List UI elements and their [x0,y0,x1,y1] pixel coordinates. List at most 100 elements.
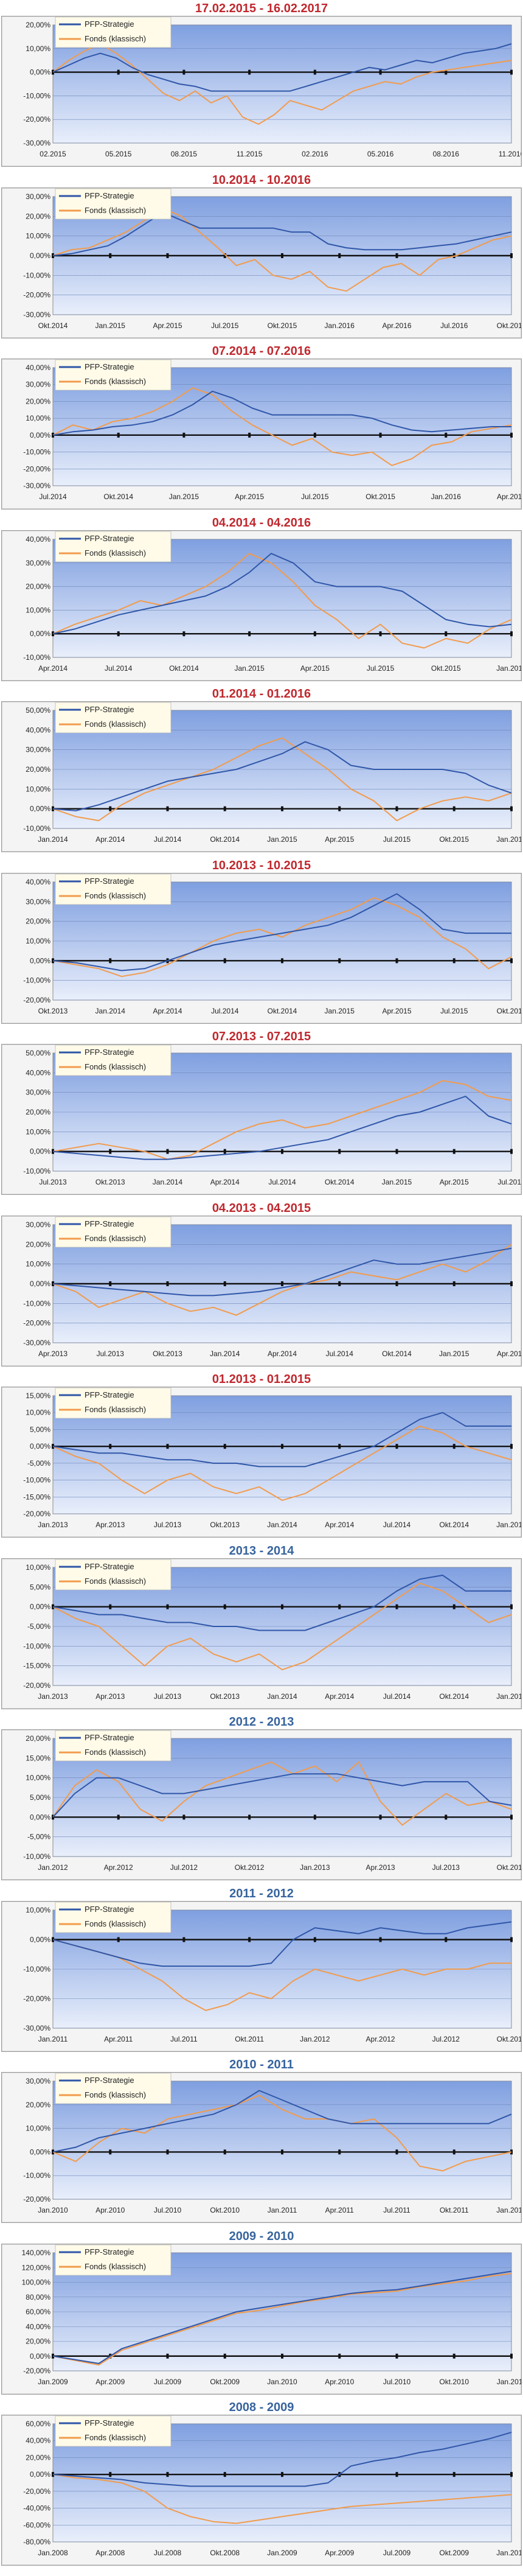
y-tick-label: -20,00% [23,290,50,299]
x-tick-label: 11.2015 [237,150,263,158]
y-tick-label: 10,00% [26,937,50,945]
series-line-strategy [52,1096,512,1160]
x-tick-label: Apr.2014 [325,1521,354,1529]
x-tick-label: Jan.2014 [267,1521,297,1529]
y-tick-label: 30,00% [26,558,50,567]
legend-box [55,188,171,219]
baseline-marker [117,631,120,636]
x-tick-label: Jan.2014 [153,1178,183,1186]
legend-box [55,1387,171,1419]
y-tick-label: 20,00% [26,212,50,220]
baseline-marker [452,2472,455,2477]
y-tick-label: -20,00% [23,1510,50,1518]
x-tick-label: Apr.2008 [95,2549,125,2557]
x-tick-label: Apr.2013 [366,1863,395,1872]
x-tick-label: Jan.2015 [267,835,297,844]
chart-frame: 10,00% 0,00% -10,00% -20,00% -30,00% Jan.2011… [1,1900,523,2052]
series-line-fund [52,1080,512,1160]
baseline-marker [223,957,226,963]
x-tick-label: Okt.2013 [210,1692,240,1701]
baseline-marker [281,2149,283,2155]
x-tick-label: Jan.2011 [38,2035,68,2043]
y-tick-label: -10,00% [23,1965,50,1973]
y-tick-label: -5,00% [27,1622,50,1631]
legend-label-fund: Fonds (klassisch) [85,548,146,558]
x-tick-label: Jul.2013 [39,1178,67,1186]
chart-frame: 60,00% 40,00% 20,00% 0,00% -20,00% -40,00% -60… [1,2415,523,2566]
chart-title: 2011 - 2012 [229,1886,294,1900]
x-tick-label: Jan.2015 [169,492,199,501]
x-tick-label: Jul.2015 [383,835,411,844]
y-tick-label: -10,00% [23,653,50,662]
series-line-fund [52,1761,512,1826]
series-line-strategy [52,892,511,971]
series-line-fund [52,1425,512,1501]
baseline-marker [281,1604,283,1609]
x-tick-label: Jul.2014 [383,1521,411,1529]
legend-box [55,2244,171,2275]
y-tick-label: 10,00% [26,785,50,793]
x-tick-label: Okt.2009 [439,2549,469,2557]
x-tick-label: Apr.2013 [38,1349,68,1358]
x-tick-label: Jan.2015 [325,1007,355,1015]
x-tick-label: Apr.2014 [95,835,125,844]
x-tick-label: Okt.2011 [440,2206,469,2214]
chart-frame: 15,00% 10,00% 5,00% 0,00% -5,00% -10,00% -15,0… [1,1387,523,1538]
chart-panel: 17.02.2015 - 16.02.2017 20,00% 10,00% 0,00%… [0,0,523,172]
y-tick-label: 60,00% [26,2420,50,2428]
baseline-marker [182,432,185,438]
x-tick-label: Okt.2008 [210,2549,240,2557]
y-tick-label: 30,00% [26,2077,50,2085]
series-line-strategy [52,741,512,811]
y-tick-label: -5,00% [27,1833,50,1841]
x-tick-label: Apr.2014 [268,1349,297,1358]
legend-label-fund: Fonds (klassisch) [85,377,146,386]
x-tick-label: Jul.2008 [154,2549,182,2557]
x-tick-label: Apr.2015 [325,835,354,844]
line-chart: 140,00% 120,00% 100,00% 80,00% 60,00% 40,00% 2… [22,2244,523,2386]
baseline-marker [248,631,251,636]
baseline-marker [281,1281,283,1286]
x-tick-label: Okt.2014 [103,492,133,501]
legend-box [55,2073,171,2104]
chart-frame: 40,00% 30,00% 20,00% 10,00% 0,00% -10,00% Apr.… [1,530,523,681]
baseline-marker [338,1281,341,1286]
baseline-marker [166,1149,169,1154]
x-tick-label: Apr.2010 [95,2206,125,2214]
x-tick-label: Jan.2012 [300,2035,330,2043]
x-tick-label: Jan.2015 [95,321,126,330]
x-tick-label: Jul.2014 [326,1349,354,1358]
baseline-marker [313,432,316,438]
legend-label-strategy: PFP-Strategie [85,2418,134,2427]
baseline-marker [395,2149,398,2155]
x-tick-label: Okt.2010 [439,2378,469,2386]
chart-title: 10.2013 - 10.2015 [212,858,311,872]
baseline-marker [395,2472,398,2477]
y-tick-label: -10,00% [23,91,50,100]
legend: PFP-Strategie Fonds (klassisch) [55,359,171,391]
series-line-strategy [52,43,512,92]
legend-label-strategy: PFP-Strategie [85,19,134,29]
baseline-marker [445,1937,448,1942]
line-chart: 10,00% 0,00% -10,00% -20,00% -30,00% Jan.2011… [23,1902,523,2043]
legend: PFP-Strategie Fonds (klassisch) [55,16,171,48]
y-tick-label: 10,00% [26,1127,50,1136]
baseline-marker [109,1281,112,1286]
baseline-marker [395,1281,398,1286]
x-tick-label: Jul.2011 [170,2035,198,2043]
baseline-marker [166,1444,169,1449]
chart-frame: 40,00% 30,00% 20,00% 10,00% 0,00% -10,00% -20,… [1,872,523,1024]
x-tick-label: Jul.2015 [367,664,395,673]
x-tick-label: Okt.2014 [439,1521,469,1529]
chart-panel: 10.2013 - 10.2015 40,00% 30,00% 20,00% 10,00… [0,857,523,1029]
x-tick-label: Jan.2013 [38,1692,68,1701]
baseline-marker [109,2149,112,2155]
baseline-marker [182,69,185,75]
x-tick-label: Apr.2016 [382,321,411,330]
baseline-marker [379,1937,382,1942]
legend: PFP-Strategie Fonds (klassisch) [55,873,171,905]
chart-frame: 50,00% 40,00% 30,00% 20,00% 10,00% 0,00% -10,0… [1,701,523,852]
chart-title: 04.2013 - 04.2015 [212,1201,311,1215]
y-tick-label: 40,00% [26,726,50,734]
x-tick-label: 11.2016 [499,150,521,158]
